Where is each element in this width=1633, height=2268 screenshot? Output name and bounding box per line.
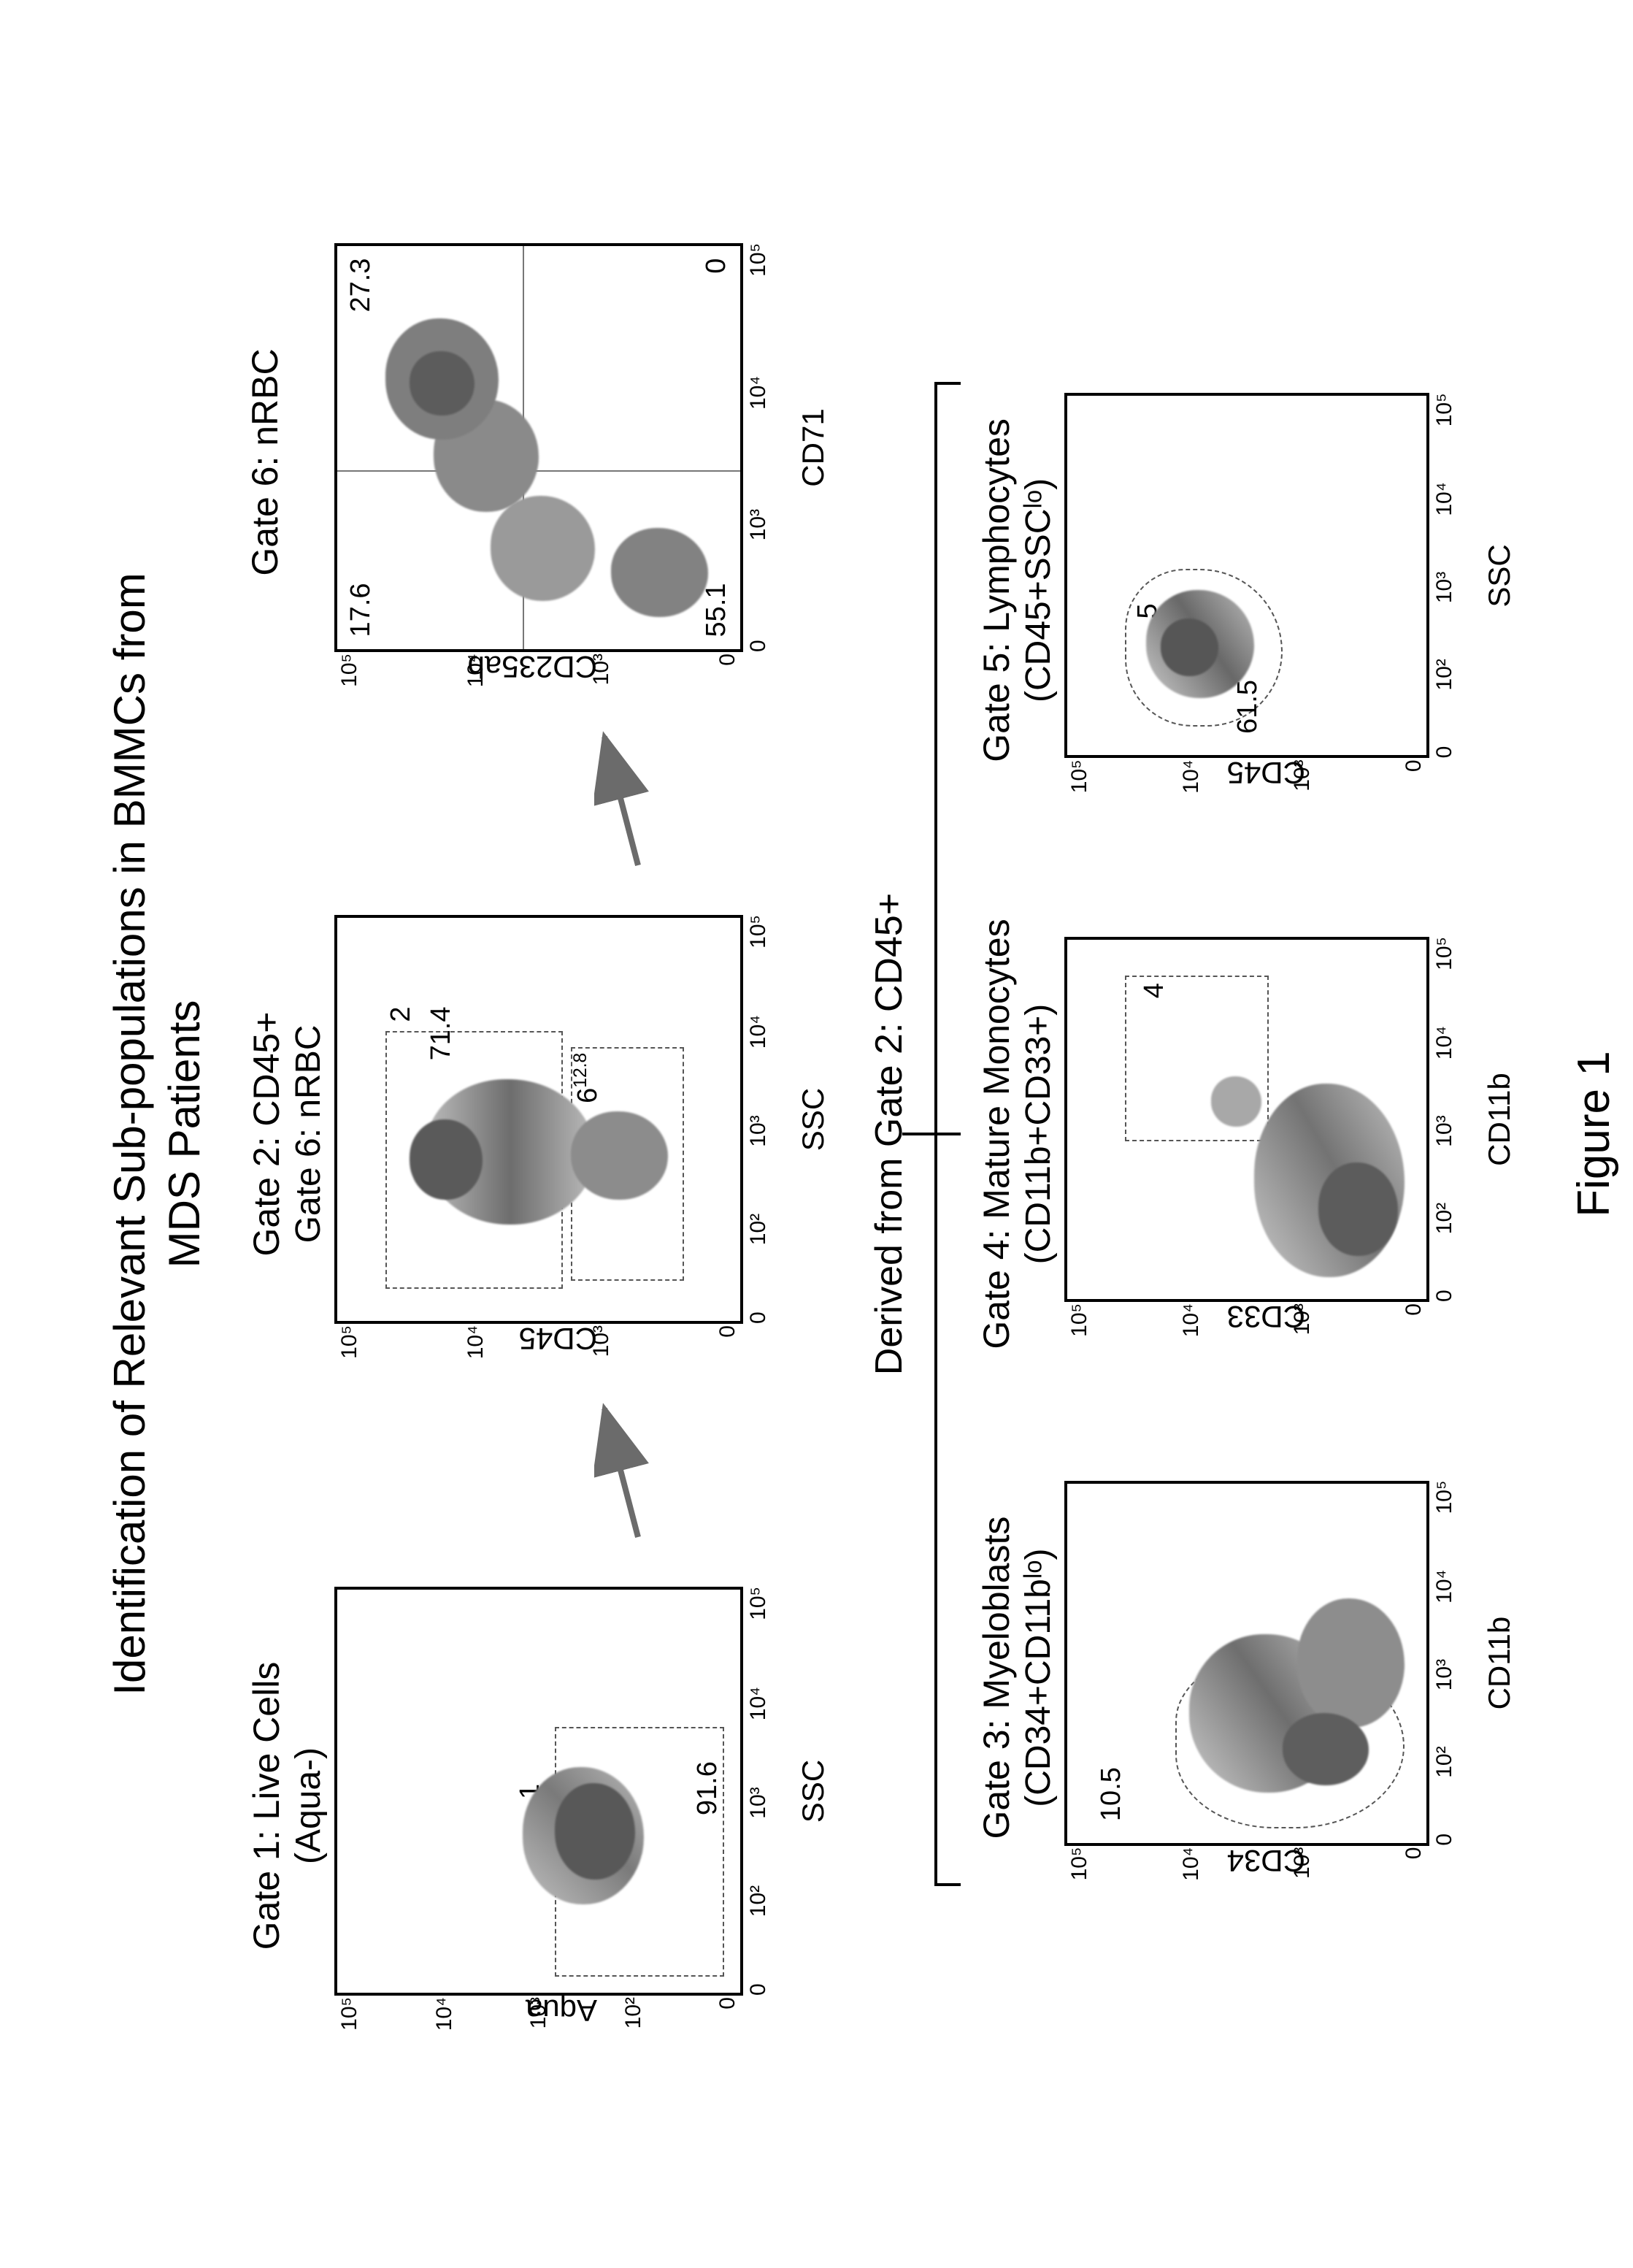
gate1-gate-pct: 91.6	[692, 1761, 723, 1815]
gate4-xlabel: CD11b	[1482, 937, 1517, 1302]
g6b-qul: 17.6	[345, 583, 377, 637]
panel-gate6b: Gate 6: nRBC CD235ab 10⁵ 10⁴ 10³ 0	[241, 243, 831, 681]
gate6b-xticks: 0 10³ 10⁴ 10⁵	[743, 243, 771, 652]
gate6b-yticks: 10⁵ 10⁴ 10³ 0	[337, 654, 740, 700]
density-blob	[410, 351, 474, 415]
gate1-title-l1: Gate 1: Live Cells	[246, 1662, 288, 1950]
density-blob	[1318, 1162, 1397, 1256]
gate6b-xlabel: CD71	[796, 243, 831, 652]
gate3-title-l1: Gate 3: Myeloblasts	[976, 1517, 1018, 1839]
figure-title: Identification of Relevant Sub-populatio…	[102, 0, 212, 2268]
gate4-title-l1: Gate 4: Mature Monocytes	[976, 919, 1018, 1349]
density-blob	[1283, 1713, 1369, 1785]
gate3-xlabel: CD11b	[1482, 1481, 1517, 1846]
gate6b-plot: 10⁵ 10⁴ 10³ 0 17.6 27.3 55.1 0	[334, 243, 743, 652]
top-row: Gate 1: Live Cells (Aqua-) Aqua 10⁵ 10⁴ …	[241, 0, 831, 2268]
gate3-xticks: 0 10² 10³ 10⁴ 10⁵	[1429, 1481, 1457, 1846]
gate3-yticks: 10⁵ 10⁴ 10³ 0	[1067, 1847, 1426, 1894]
gate1-yticks: 10⁵ 10⁴ 10³ 10² 0	[337, 1997, 740, 2044]
gate4-xticks: 0 10² 10³ 10⁴ 10⁵	[1429, 937, 1457, 1302]
gate3-pct: 10.5	[1096, 1767, 1127, 1821]
density-blob	[1297, 1598, 1405, 1728]
bottom-row: Gate 3: Myeloblasts (CD34+CD11bˡᵒ) CD34 …	[971, 0, 1517, 2268]
density-blob	[555, 1783, 635, 1880]
gate5-xlabel: SSC	[1482, 393, 1517, 758]
figure-title-line2: MDS Patients	[157, 0, 212, 2268]
gate5-plot: 10⁵ 10⁴ 10³ 0 61.5 5	[1064, 393, 1429, 758]
arrow-1-2	[594, 1397, 653, 1543]
gate1-xticks: 0 10² 10³ 10⁴ 10⁵	[743, 1587, 771, 1996]
arrow-2-6	[594, 725, 653, 871]
gate1-plot: 10⁵ 10⁴ 10³ 10² 0 1 91.6	[334, 1587, 743, 1996]
g6b-qlr: 0	[701, 258, 732, 274]
density-blob	[491, 496, 596, 601]
panel-gate3: Gate 3: Myeloblasts (CD34+CD11bˡᵒ) CD34 …	[971, 1481, 1517, 1875]
density-blob	[1211, 1076, 1261, 1127]
gate6b-title: Gate 6: nRBC	[245, 348, 287, 575]
panel-gate1: Gate 1: Live Cells (Aqua-) Aqua 10⁵ 10⁴ …	[241, 1587, 831, 2025]
gate4-title-l2: (CD11b+CD33+)	[1018, 919, 1058, 1349]
gate26-xticks: 0 10² 10³ 10⁴ 10⁵	[743, 915, 771, 1324]
gate5-pct: 61.5	[1232, 680, 1264, 734]
gate26-plot: 10⁵ 10⁴ 10³ 0 2 71.4 612.8	[334, 915, 743, 1324]
gate4-yticks: 10⁵ 10⁴ 10³ 0	[1067, 1303, 1426, 1350]
g6b-qll: 55.1	[701, 583, 732, 637]
g6b-qur: 27.3	[345, 258, 377, 313]
gate1-xlabel: SSC	[796, 1587, 831, 1996]
gate6b-vline	[337, 470, 740, 472]
density-blob	[1161, 618, 1218, 676]
gate3-title-l2: (CD34+CD11bˡᵒ)	[1018, 1517, 1058, 1839]
gate5-title-l2: (CD45+SSCˡᵒ)	[1018, 418, 1058, 762]
g26-num2: 2	[385, 1006, 417, 1022]
density-blob	[611, 528, 707, 616]
derived-bracket: Derived from Gate 2: CD45+	[867, 0, 949, 2268]
density-blob	[571, 1111, 667, 1200]
g26-num6: 6	[572, 1088, 604, 1103]
figure-title-line1: Identification of Relevant Sub-populatio…	[102, 0, 157, 2268]
gate6-title: Gate 6: nRBC	[288, 1012, 328, 1257]
gate5-yticks: 10⁵ 10⁴ 10³ 0	[1067, 759, 1426, 806]
panel-gate2-6: Gate 2: CD45+ Gate 6: nRBC CD45 10⁵ 10⁴ …	[241, 915, 831, 1353]
gate5-xticks: 0 10² 10³ 10⁴ 10⁵	[1429, 393, 1457, 758]
gate26-yticks: 10⁵ 10⁴ 10³ 0	[337, 1325, 740, 1372]
panel-gate4: Gate 4: Mature Monocytes (CD11b+CD33+) C…	[971, 919, 1517, 1349]
gate2-title: Gate 2: CD45+	[246, 1012, 288, 1257]
gate26-xlabel: SSC	[796, 915, 831, 1324]
gate4-num: 4	[1139, 983, 1170, 998]
gate4-plot: 10⁵ 10⁴ 10³ 0 4 2.93	[1064, 937, 1429, 1302]
density-blob	[410, 1119, 482, 1200]
gate3-plot: 10⁵ 10⁴ 10³ 0 10.5 3	[1064, 1481, 1429, 1846]
gate1-title-l2: (Aqua-)	[288, 1662, 328, 1950]
gate5-title-l1: Gate 5: Lymphocytes	[976, 418, 1018, 762]
figure-caption: Figure 1	[1568, 0, 1620, 2268]
g26-pct2: 71.4	[426, 1006, 457, 1060]
g26-pct6: 12.8	[571, 1053, 591, 1088]
panel-gate5: Gate 5: Lymphocytes (CD45+SSCˡᵒ) CD45 10…	[971, 393, 1517, 787]
